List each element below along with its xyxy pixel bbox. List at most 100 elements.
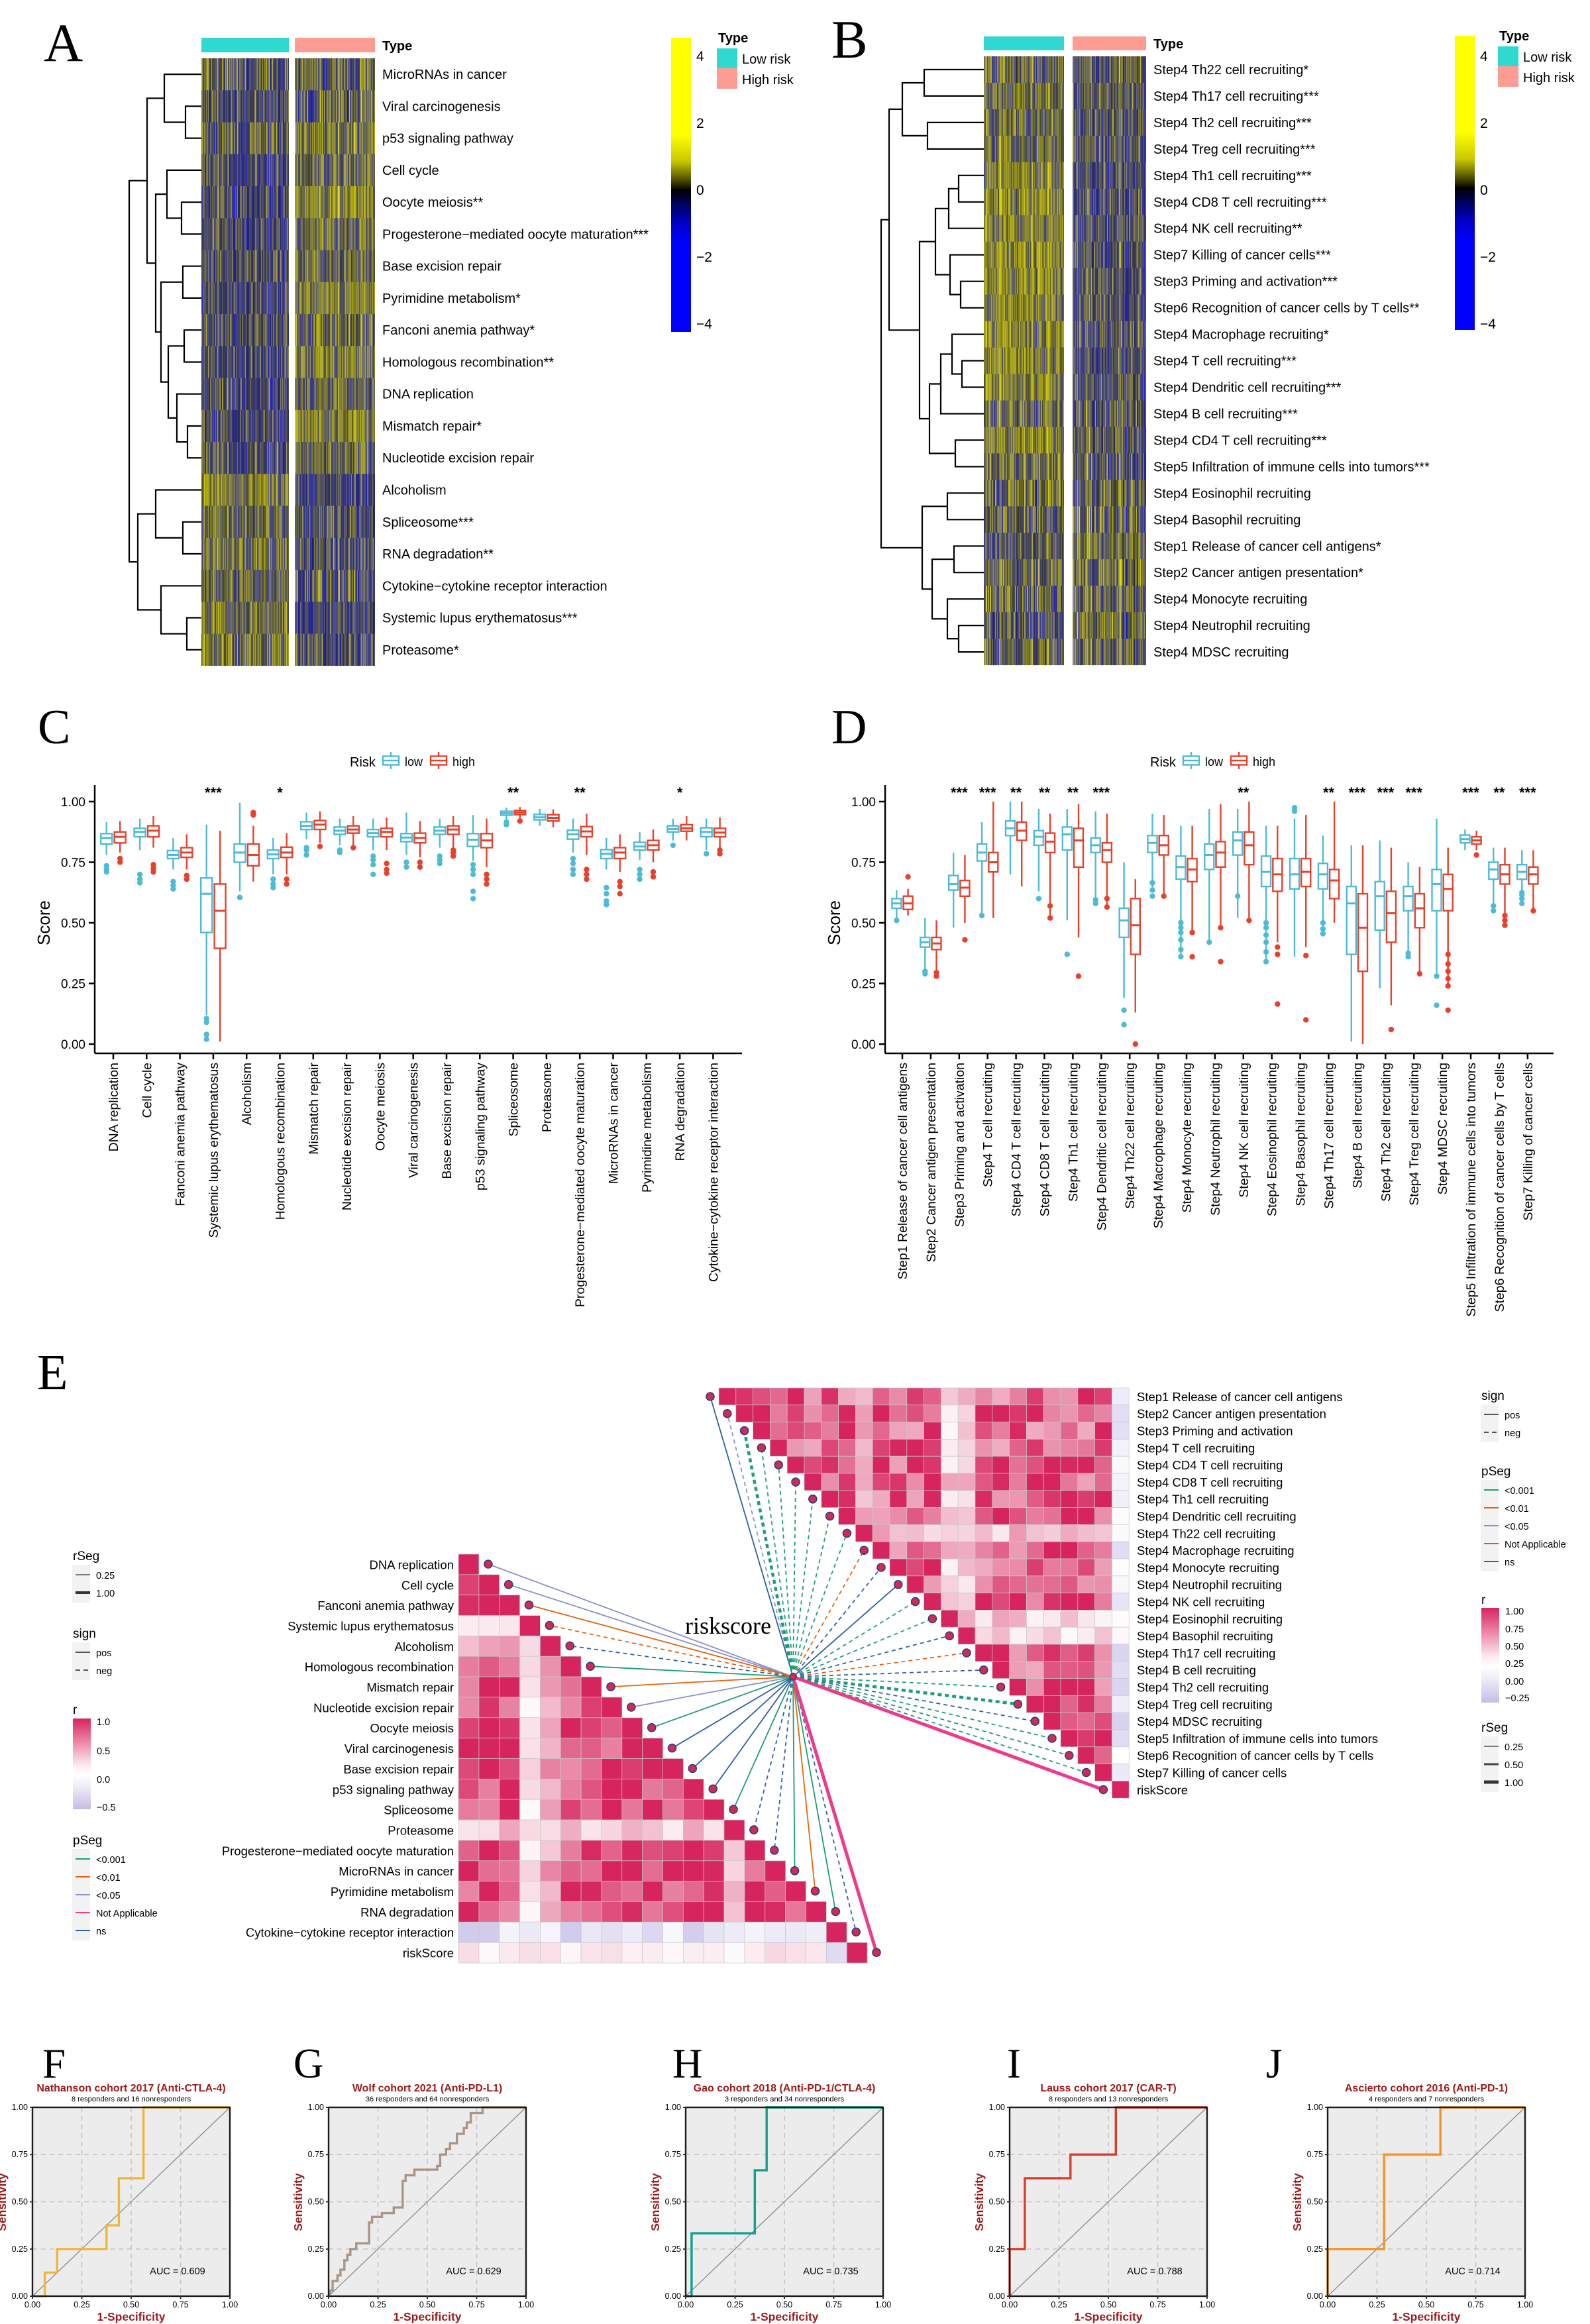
svg-text:−2: −2 [1480,250,1496,265]
svg-text:0.00: 0.00 [665,2292,681,2301]
svg-text:0.00: 0.00 [989,2292,1005,2301]
svg-text:DNA replication: DNA replication [382,388,474,402]
svg-text:Homologous recombination: Homologous recombination [305,1660,454,1674]
svg-text:0.25: 0.25 [96,1571,115,1581]
svg-text:Step5 Infiltration of immune c: Step5 Infiltration of immune cells into … [1464,1063,1479,1317]
svg-text:Step4 CD8 T cell recruiting***: Step4 CD8 T cell recruiting*** [1153,195,1327,210]
svg-text:Progesterone−mediated oocyte m: Progesterone−mediated oocyte maturation [573,1063,588,1307]
svg-text:Lauss cohort 2017 (CAR-T): Lauss cohort 2017 (CAR-T) [1040,2083,1176,2094]
svg-text:Systemic lupus erythematosus: Systemic lupus erythematosus [207,1063,221,1238]
svg-text:1-Specificity: 1-Specificity [1392,2310,1460,2323]
svg-text:0.50: 0.50 [419,2300,435,2309]
svg-text:H: H [672,2040,703,2087]
svg-text:***: *** [1462,784,1479,801]
svg-text:Cell cycle: Cell cycle [140,1063,154,1118]
svg-text:Step4 Eosinophil recruiting: Step4 Eosinophil recruiting [1265,1063,1280,1216]
svg-text:Type: Type [1499,29,1529,44]
svg-text:0.50: 0.50 [1505,1642,1524,1652]
svg-text:riskScore: riskScore [1137,1783,1188,1797]
svg-text:Proteasome: Proteasome [540,1063,555,1132]
svg-text:rSeg: rSeg [1481,1721,1508,1735]
svg-text:Progesterone−mediated oocyte m: Progesterone−mediated oocyte maturation*… [382,227,649,242]
svg-text:Not Applicable: Not Applicable [96,1909,158,1919]
svg-text:0.75: 0.75 [468,2300,484,2309]
svg-text:High risk: High risk [742,73,794,87]
svg-text:0.75: 0.75 [851,857,876,871]
svg-text:Alcoholism: Alcoholism [240,1063,254,1125]
svg-text:***: *** [1519,784,1536,801]
svg-text:Wolf cohort 2021 (Anti-PD-L1): Wolf cohort 2021 (Anti-PD-L1) [352,2083,502,2094]
svg-text:I: I [1007,2040,1021,2087]
svg-text:Step4 B cell recruiting: Step4 B cell recruiting [1137,1664,1256,1677]
svg-text:Step3 Priming and activation: Step3 Priming and activation [1137,1424,1293,1438]
svg-text:Nucleotide excision repair: Nucleotide excision repair [340,1062,354,1210]
svg-text:Fanconi anemia pathway: Fanconi anemia pathway [317,1599,454,1612]
svg-text:0.75: 0.75 [1307,2150,1323,2159]
svg-text:DNA replication: DNA replication [107,1063,121,1151]
svg-text:0.25: 0.25 [12,2245,28,2254]
svg-text:*: * [677,784,683,801]
svg-text:sign: sign [73,1627,96,1641]
svg-text:0.50: 0.50 [1307,2197,1323,2207]
svg-text:Systemic lupus erythematosus**: Systemic lupus erythematosus*** [382,611,578,626]
svg-text:MicroRNAs in cancer: MicroRNAs in cancer [382,68,507,82]
svg-text:Step4 T cell recruiting: Step4 T cell recruiting [981,1063,996,1187]
svg-text:high: high [1253,755,1275,768]
svg-text:MicroRNAs in cancer: MicroRNAs in cancer [339,1864,454,1878]
svg-text:Risk: Risk [1150,755,1177,770]
svg-text:1.00: 1.00 [1505,1607,1524,1617]
svg-text:1.00: 1.00 [96,1589,115,1599]
svg-text:Step1 Release of cancer cell a: Step1 Release of cancer cell antigens [1137,1390,1343,1404]
svg-text:Step4 NK cell recruiting: Step4 NK cell recruiting [1137,1595,1265,1609]
svg-text:Step1 Release of cancer cell a: Step1 Release of cancer cell antigens* [1153,539,1381,554]
svg-text:Step4 Neutrophil recruiting: Step4 Neutrophil recruiting [1153,619,1310,633]
svg-text:0.75: 0.75 [989,2150,1005,2159]
svg-text:Step4 Basophil recruiting: Step4 Basophil recruiting [1137,1629,1273,1643]
svg-text:1-Specificity: 1-Specificity [750,2310,818,2323]
svg-text:0.25: 0.25 [1505,1659,1524,1669]
svg-text:Not Applicable: Not Applicable [1505,1540,1566,1550]
svg-text:***: *** [979,784,996,801]
svg-text:Step4 Th17 cell recruiting: Step4 Th17 cell recruiting [1137,1646,1275,1660]
svg-text:Step5 Infiltration of immune c: Step5 Infiltration of immune cells into … [1153,460,1430,474]
svg-text:pos: pos [1505,1410,1520,1421]
svg-text:0.25: 0.25 [74,2300,89,2309]
svg-text:Cytokine−cytokine receptor int: Cytokine−cytokine receptor interaction [246,1926,454,1940]
svg-text:Step4 B cell recruiting***: Step4 B cell recruiting*** [1153,407,1298,422]
svg-text:0: 0 [1480,183,1488,198]
svg-text:Step4 Treg cell recruiting: Step4 Treg cell recruiting [1407,1063,1422,1206]
svg-text:r: r [73,1703,78,1717]
svg-text:Step4 Th1 cell recruiting***: Step4 Th1 cell recruiting*** [1153,169,1312,184]
svg-text:1.00: 1.00 [61,796,85,810]
svg-text:Step6 Recognition of cancer ce: Step6 Recognition of cancer cells by T c… [1493,1063,1507,1312]
svg-text:Step4 NK cell recruiting**: Step4 NK cell recruiting** [1153,222,1302,237]
svg-text:0.75: 0.75 [12,2150,28,2159]
svg-text:Base excision repair: Base excision repair [440,1063,454,1179]
svg-text:Nucleotide excision repair: Nucleotide excision repair [382,451,534,466]
svg-text:Step4 CD8 T cell recruiting: Step4 CD8 T cell recruiting [1137,1475,1283,1489]
svg-text:J: J [1266,2040,1283,2087]
svg-text:Step4 MDSC recruiting: Step4 MDSC recruiting [1436,1063,1450,1194]
svg-text:p53 signaling pathway: p53 signaling pathway [382,132,513,146]
svg-text:Proteasome*: Proteasome* [382,643,459,658]
svg-text:4 responders and 7 nonresponde: 4 responders and 7 nonresponders [1369,2095,1485,2103]
svg-text:1-Specificity: 1-Specificity [97,2310,165,2323]
svg-text:0.75: 0.75 [1149,2300,1165,2309]
svg-text:Score: Score [824,900,844,945]
svg-text:***: *** [951,784,968,801]
svg-text:**: ** [507,784,519,801]
svg-text:1.0: 1.0 [97,1717,110,1728]
svg-text:Oocyte meiosis: Oocyte meiosis [373,1063,388,1151]
svg-text:−2: −2 [696,250,712,265]
svg-text:0.75: 0.75 [1467,2300,1483,2309]
svg-text:<0.001: <0.001 [1505,1486,1534,1497]
svg-text:Step4 Monocyte recruiting: Step4 Monocyte recruiting [1180,1063,1194,1213]
svg-text:Step4 Th1 cell recruiting: Step4 Th1 cell recruiting [1066,1063,1081,1202]
svg-text:0.5: 0.5 [97,1746,110,1757]
svg-text:0.00: 0.00 [25,2300,40,2309]
svg-text:Step6 Recognition of cancer ce: Step6 Recognition of cancer cells by T c… [1153,301,1420,316]
svg-text:G: G [293,2040,324,2087]
svg-text:0.00: 0.00 [851,1038,876,1052]
svg-text:AUC = 0.609: AUC = 0.609 [150,2266,205,2277]
svg-text:1.00: 1.00 [308,2103,324,2112]
